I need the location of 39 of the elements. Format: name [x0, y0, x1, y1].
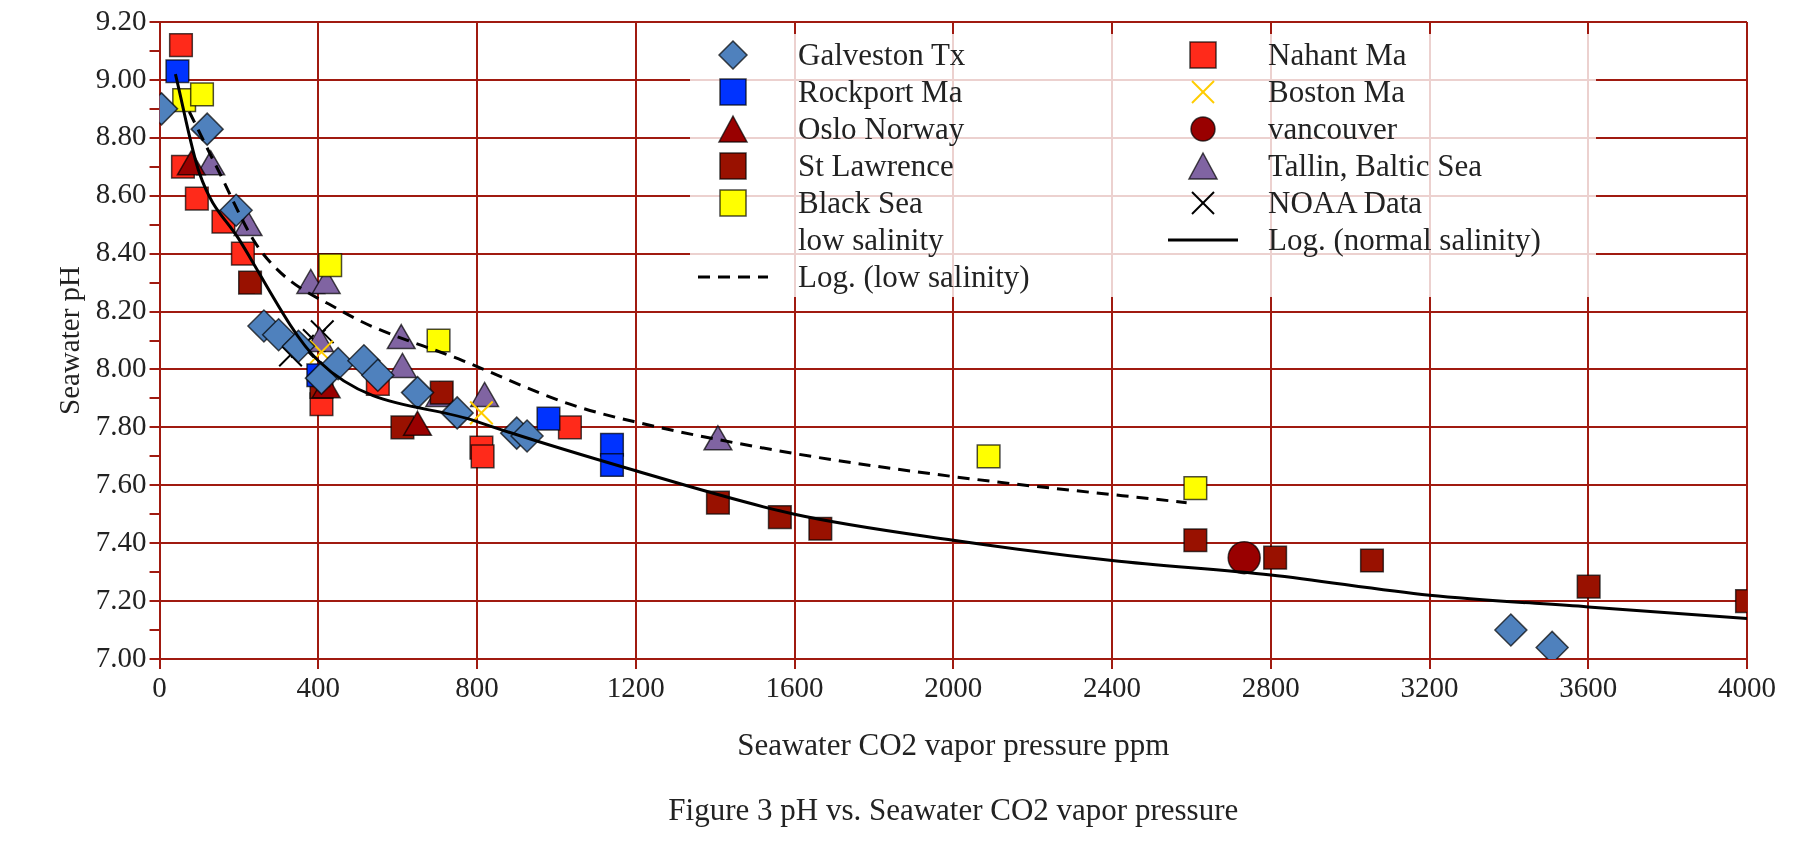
annotation: low salinity: [798, 221, 944, 258]
x-tick-label: 2800: [1241, 671, 1300, 704]
x-tick-label: 3200: [1400, 671, 1459, 704]
y-tick-label: 7.00: [95, 640, 147, 673]
legend-label: St Lawrence: [798, 147, 954, 184]
legend-label: vancouver: [1268, 110, 1398, 147]
x-tick-label: 400: [296, 671, 341, 704]
y-tick-label: 8.00: [95, 351, 147, 384]
legend-label: Black Sea: [798, 184, 923, 221]
y-tick-label: 7.80: [95, 408, 147, 441]
y-tick-label: 8.40: [95, 235, 147, 268]
legend-label: Log. (low salinity): [798, 258, 1030, 295]
legend-label: Tallin, Baltic Sea: [1268, 147, 1482, 184]
y-tick-label: 8.80: [95, 119, 147, 152]
y-tick-label: 8.20: [95, 293, 147, 326]
caption: Figure 3 pH vs. Seawater CO2 vapor pressure: [668, 792, 1239, 828]
x-tick-label: 1200: [606, 671, 665, 704]
x-tick-label: 2000: [924, 671, 983, 704]
legend-label: Boston Ma: [1268, 73, 1405, 110]
x-tick-label: 1600: [765, 671, 824, 704]
x-axis-title: Seawater CO2 vapor pressure ppm: [737, 726, 1170, 762]
y-tick-label: 9.20: [95, 3, 147, 36]
y-axis-title: Seawater pH: [53, 265, 86, 415]
legend-label: Galveston Tx: [798, 36, 966, 73]
legend-label: Oslo Norway: [798, 110, 965, 147]
legend-label: NOAA Data: [1268, 184, 1423, 221]
x-tick-label: 4000: [1718, 671, 1776, 704]
y-tick-label: 9.00: [95, 61, 147, 94]
y-tick-label: 7.40: [95, 524, 147, 557]
y-tick-label: 7.20: [95, 582, 147, 615]
x-tick-label: 2400: [1083, 671, 1142, 704]
y-tick-label: 8.60: [95, 177, 147, 210]
x-tick-label: 800: [455, 671, 499, 704]
legend-label: Nahant Ma: [1268, 36, 1407, 73]
legend-label: Rockport Ma: [798, 73, 963, 110]
x-tick-label: 0: [152, 671, 167, 704]
legend-label: Log. (normal salinity): [1268, 221, 1541, 258]
y-tick-label: 7.60: [95, 466, 147, 499]
x-tick-label: 3600: [1559, 671, 1618, 704]
